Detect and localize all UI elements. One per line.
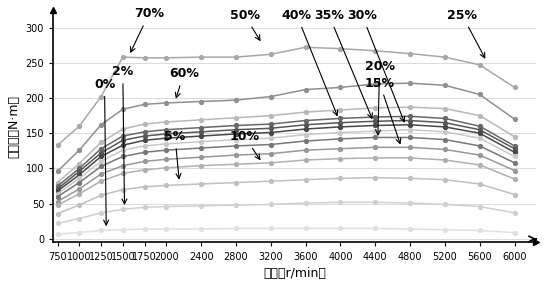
Text: 10%: 10% (230, 130, 260, 160)
Text: 5%: 5% (164, 130, 186, 179)
Text: 25%: 25% (447, 9, 485, 58)
X-axis label: 转速（r/min）: 转速（r/min） (263, 267, 326, 280)
Text: 60%: 60% (169, 67, 199, 98)
Y-axis label: 扇转矩（N·m）: 扇转矩（N·m） (7, 95, 20, 158)
Text: 0%: 0% (94, 78, 115, 225)
Text: 2%: 2% (112, 65, 133, 204)
Text: 20%: 20% (365, 60, 395, 135)
Text: 15%: 15% (365, 77, 401, 144)
Text: 70%: 70% (130, 7, 164, 52)
Text: 40%: 40% (282, 9, 337, 115)
Text: 30%: 30% (347, 9, 405, 122)
Text: 50%: 50% (230, 9, 260, 40)
Text: 35%: 35% (314, 9, 372, 118)
